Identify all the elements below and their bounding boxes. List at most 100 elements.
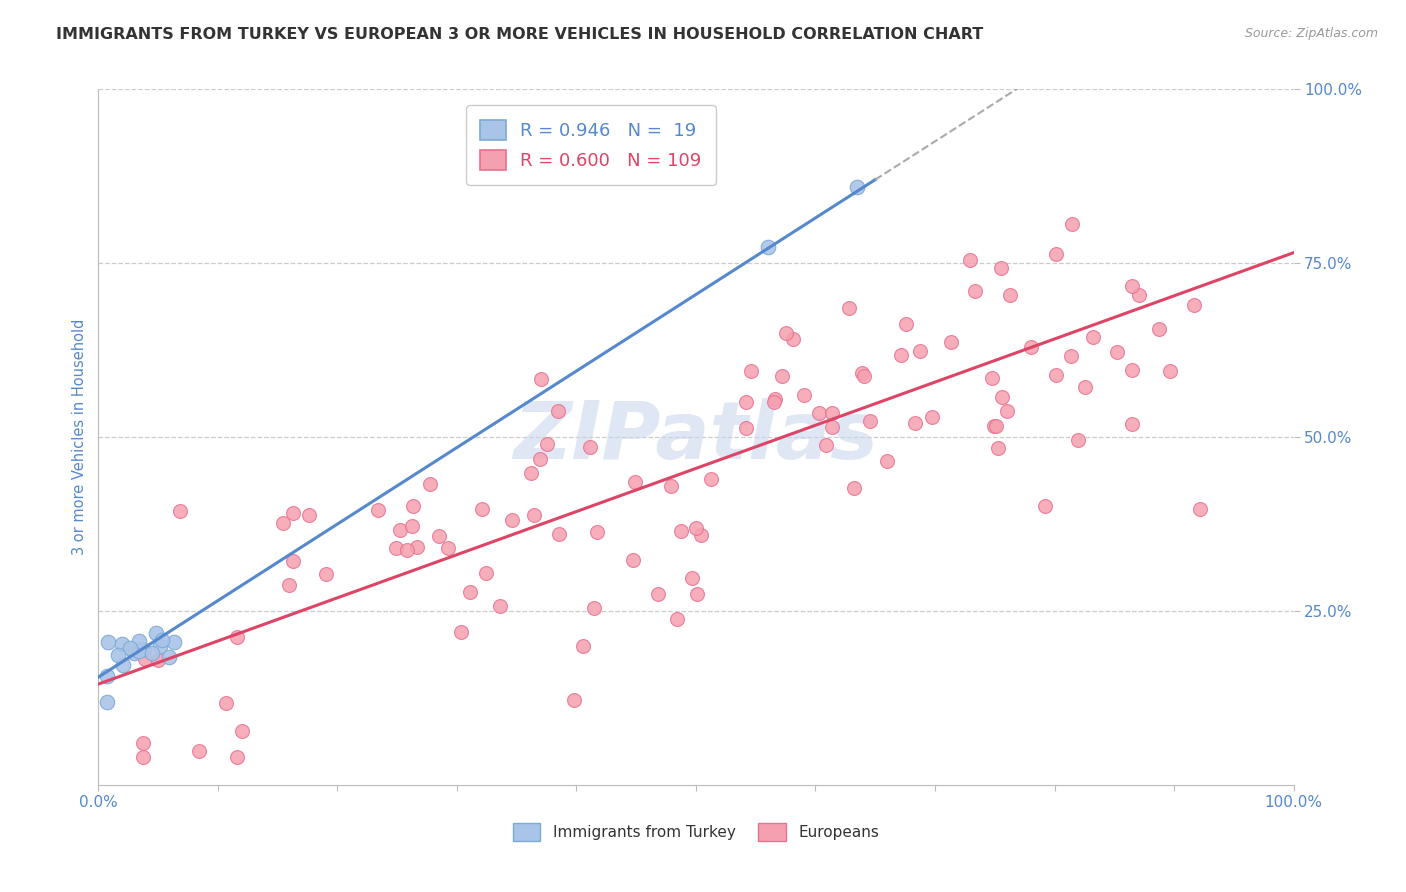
Point	[1107, 345, 1129, 359]
Point	[128, 633, 150, 648]
Point	[681, 571, 703, 585]
Point	[685, 521, 707, 535]
Point	[1073, 380, 1095, 394]
Point	[1128, 287, 1150, 301]
Point	[283, 554, 305, 568]
Point	[1147, 322, 1170, 336]
Point	[97, 635, 120, 649]
Point	[169, 504, 191, 518]
Point	[427, 529, 450, 543]
Point	[740, 363, 762, 377]
Point	[1121, 279, 1143, 293]
Point	[1121, 417, 1143, 432]
Point	[134, 652, 156, 666]
Point	[112, 658, 135, 673]
Point	[820, 420, 842, 434]
Point	[401, 519, 423, 533]
Point	[981, 371, 1004, 385]
Point	[501, 513, 523, 527]
Point	[277, 578, 299, 592]
Point	[808, 406, 831, 420]
Point	[523, 508, 546, 523]
Point	[475, 566, 498, 580]
Point	[838, 301, 860, 316]
Point	[876, 454, 898, 468]
Point	[283, 506, 305, 520]
Point	[1045, 247, 1067, 261]
Point	[215, 696, 238, 710]
Point	[132, 750, 155, 764]
Point	[271, 516, 294, 531]
Point	[775, 326, 797, 340]
Point	[686, 587, 709, 601]
Point	[939, 335, 962, 350]
Point	[735, 421, 758, 435]
Point	[735, 395, 758, 409]
Point	[666, 612, 689, 626]
Point	[107, 648, 129, 662]
Point	[401, 499, 423, 513]
Point	[124, 647, 146, 661]
Point	[132, 736, 155, 750]
Point	[859, 414, 882, 428]
Point	[842, 481, 865, 495]
Text: Source: ZipAtlas.com: Source: ZipAtlas.com	[1244, 27, 1378, 40]
Point	[530, 371, 553, 385]
Point	[1000, 288, 1022, 302]
Point	[385, 541, 408, 556]
Point	[489, 599, 512, 613]
Point	[987, 442, 1010, 456]
Point	[671, 524, 693, 539]
Point	[395, 542, 418, 557]
Legend: Immigrants from Turkey, Europeans: Immigrants from Turkey, Europeans	[506, 817, 886, 847]
Point	[890, 348, 912, 362]
Point	[959, 253, 981, 268]
Point	[547, 527, 569, 541]
Point	[150, 632, 173, 647]
Point	[582, 601, 605, 615]
Point	[756, 240, 779, 254]
Point	[585, 524, 607, 539]
Point	[131, 642, 153, 657]
Point	[579, 440, 602, 454]
Point	[1081, 330, 1104, 344]
Point	[149, 639, 172, 653]
Point	[141, 647, 163, 661]
Point	[700, 473, 723, 487]
Point	[647, 587, 669, 601]
Point	[297, 508, 319, 523]
Point	[762, 394, 785, 409]
Point	[690, 527, 713, 541]
Point	[536, 436, 558, 450]
Point	[1060, 349, 1083, 363]
Point	[389, 523, 412, 537]
Point	[134, 643, 156, 657]
Point	[419, 477, 441, 491]
Point	[852, 368, 875, 383]
Point	[1159, 364, 1181, 378]
Point	[405, 540, 427, 554]
Point	[1045, 368, 1067, 383]
Point	[437, 541, 460, 555]
Y-axis label: 3 or more Vehicles in Household: 3 or more Vehicles in Household	[72, 319, 87, 555]
Point	[458, 584, 481, 599]
Point	[1019, 340, 1042, 354]
Point	[367, 503, 389, 517]
Text: IMMIGRANTS FROM TURKEY VS EUROPEAN 3 OR MORE VEHICLES IN HOUSEHOLD CORRELATION C: IMMIGRANTS FROM TURKEY VS EUROPEAN 3 OR …	[56, 27, 983, 42]
Point	[571, 639, 593, 653]
Text: ZIPatlas: ZIPatlas	[513, 398, 879, 476]
Point	[903, 416, 925, 430]
Point	[128, 644, 150, 658]
Point	[529, 452, 551, 467]
Point	[820, 406, 842, 420]
Point	[226, 750, 249, 764]
Point	[120, 640, 142, 655]
Point	[111, 637, 134, 651]
Point	[793, 388, 815, 402]
Point	[990, 260, 1012, 275]
Point	[157, 649, 180, 664]
Point	[1188, 501, 1211, 516]
Point	[770, 368, 793, 383]
Point	[96, 695, 118, 709]
Point	[894, 317, 917, 331]
